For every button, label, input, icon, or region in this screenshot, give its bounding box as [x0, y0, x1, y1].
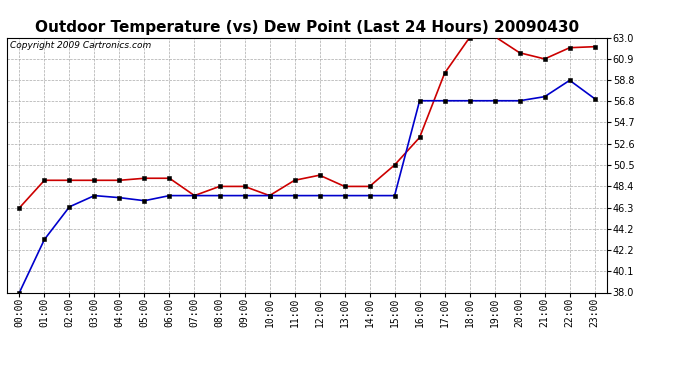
- Title: Outdoor Temperature (vs) Dew Point (Last 24 Hours) 20090430: Outdoor Temperature (vs) Dew Point (Last…: [35, 20, 579, 35]
- Text: Copyright 2009 Cartronics.com: Copyright 2009 Cartronics.com: [10, 41, 151, 50]
